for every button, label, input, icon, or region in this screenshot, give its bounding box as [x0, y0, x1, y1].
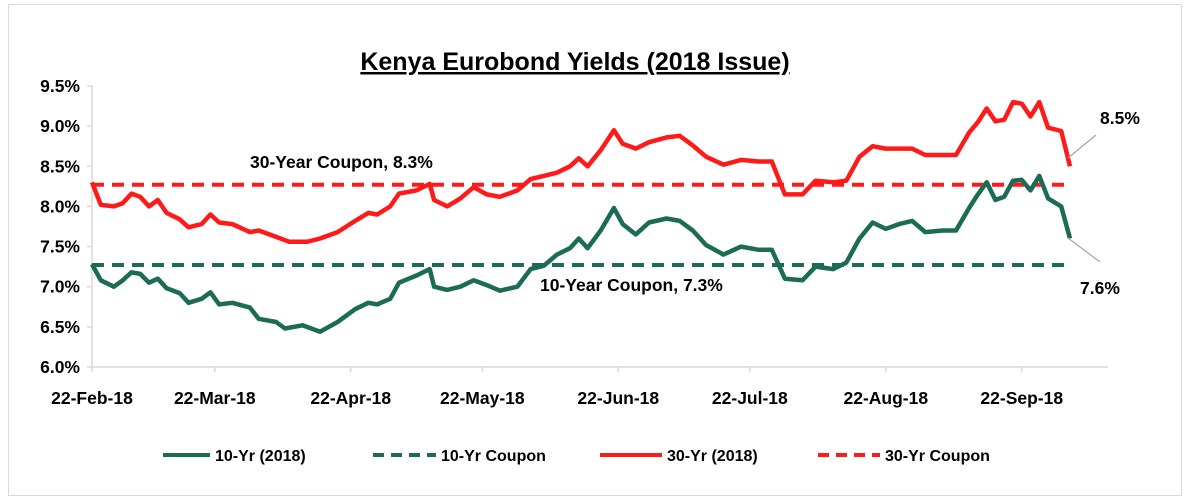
series-layer	[89, 99, 1073, 334]
annotation-30yr-last: 8.5%	[1100, 108, 1140, 128]
legend-item-30yr: 30-Yr (2018)	[600, 448, 758, 465]
y-tick-label: 9.5%	[40, 76, 80, 96]
y-tick-label: 7.0%	[40, 277, 80, 297]
annotation-30yr-coupon: 30-Year Coupon, 8.3%	[250, 152, 433, 172]
y-tick-label: 7.5%	[40, 237, 80, 257]
legend-label: 30-Yr Coupon	[885, 448, 990, 465]
y-tick-label: 8.5%	[40, 156, 80, 176]
legend-label: 30-Yr (2018)	[667, 448, 758, 465]
y-axis-ticks: 6.0% 6.5% 7.0% 7.5% 8.0% 8.5% 9.0% 9.5%	[40, 76, 92, 377]
annotation-10yr-last: 7.6%	[1080, 278, 1120, 298]
x-tick-label: 22-Jun-18	[577, 388, 659, 408]
legend-item-10yr-coupon: 10-Yr Coupon	[373, 448, 546, 465]
x-tick-label: 22-Jul-18	[712, 388, 788, 408]
x-tick-label: 22-Mar-18	[174, 388, 256, 408]
y-tick-label: 9.0%	[40, 116, 80, 136]
legend: 10-Yr (2018) 10-Yr Coupon 30-Yr (2018) 3…	[163, 448, 990, 465]
legend-label: 10-Yr (2018)	[215, 448, 306, 465]
legend-label: 10-Yr Coupon	[441, 448, 546, 465]
x-axis-ticks: 22-Feb-18 22-Mar-18 22-Apr-18 22-May-18 22-J…	[51, 367, 1063, 408]
x-tick-label: 22-Apr-18	[310, 388, 391, 408]
series-line-10-yr-2018	[90, 173, 1073, 334]
y-tick-label: 6.0%	[40, 357, 80, 377]
callout-leader-30yr	[1067, 134, 1097, 159]
legend-item-30yr-coupon: 30-Yr Coupon	[818, 448, 990, 465]
y-tick-label: 8.0%	[40, 196, 80, 216]
legend-item-10yr: 10-Yr (2018)	[163, 448, 306, 465]
annotation-10yr-coupon: 10-Year Coupon, 7.3%	[540, 275, 723, 295]
y-tick-label: 6.5%	[40, 317, 80, 337]
x-tick-label: 22-May-18	[440, 388, 525, 408]
callout-leader-10yr	[1067, 237, 1101, 263]
x-tick-label: 22-Feb-18	[51, 388, 133, 408]
x-tick-label: 22-Sep-18	[980, 388, 1063, 408]
series-line-30-yr-2018	[89, 99, 1073, 245]
chart-frame	[8, 4, 1182, 496]
x-tick-label: 22-Aug-18	[843, 388, 928, 408]
chart-title: Kenya Eurobond Yields (2018 Issue)	[360, 48, 789, 76]
